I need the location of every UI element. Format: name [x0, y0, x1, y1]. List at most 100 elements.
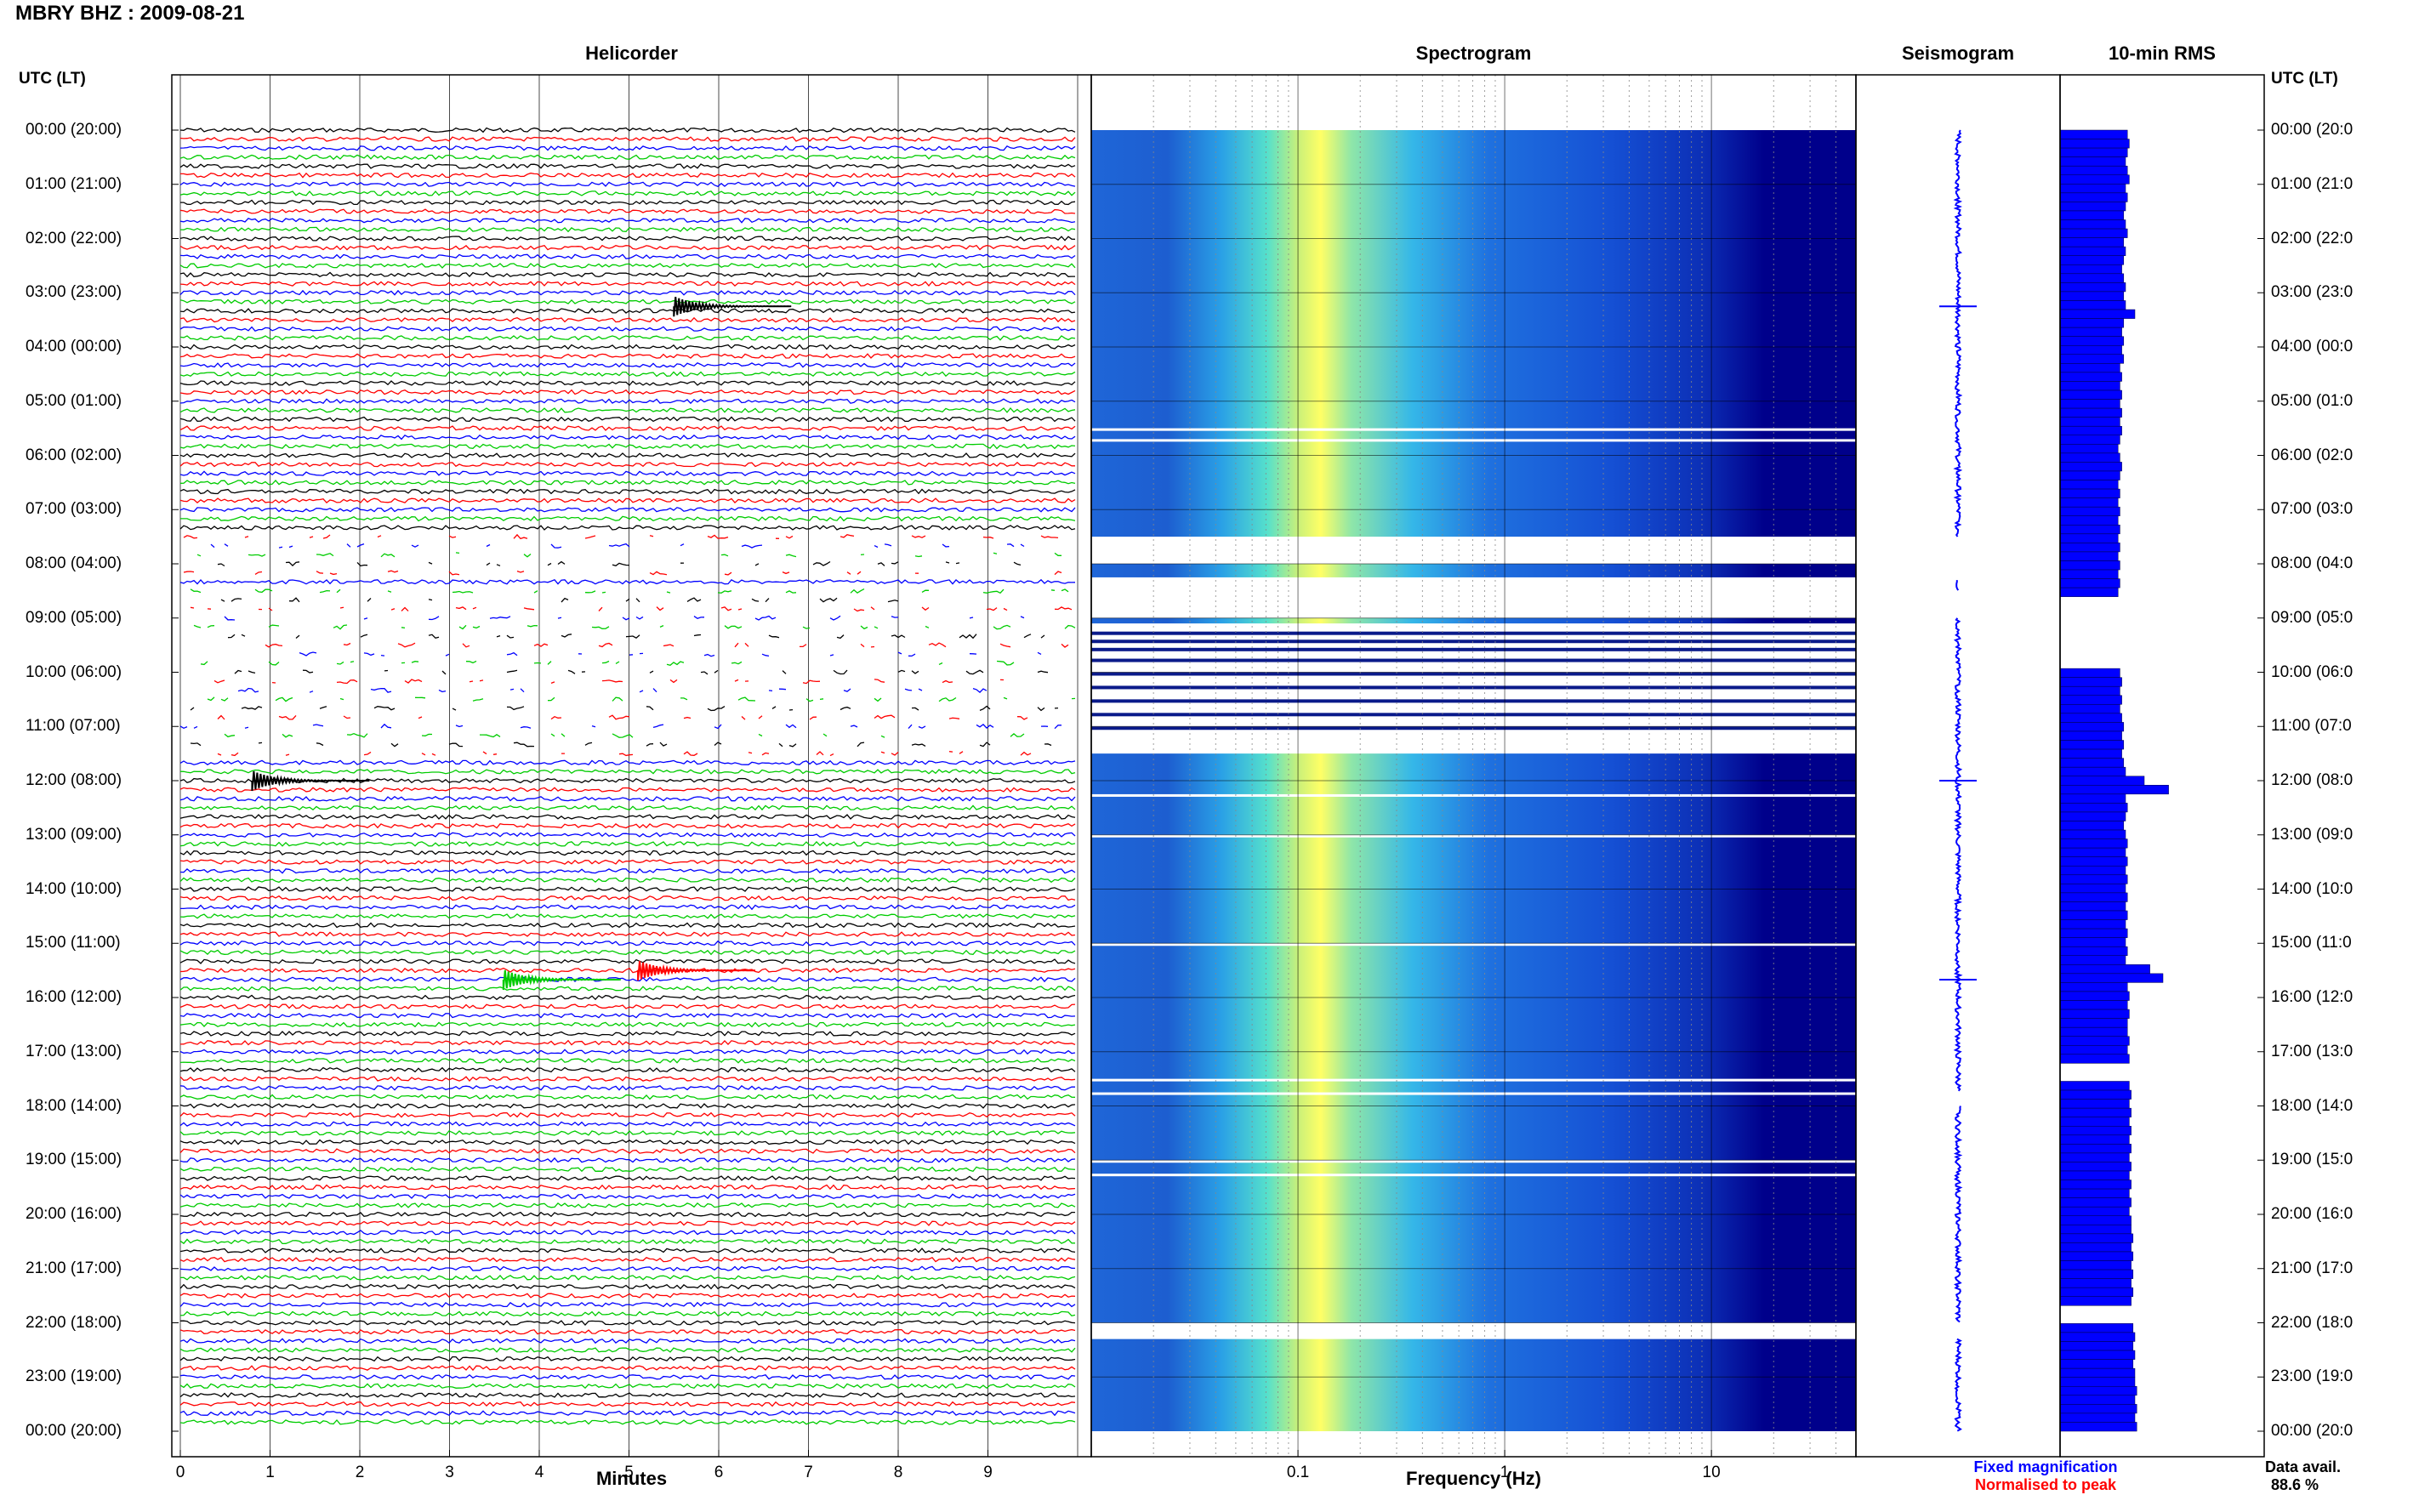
rms-bar	[2059, 1377, 2136, 1387]
helicorder-trace	[179, 1066, 1076, 1073]
helicorder-trace	[179, 163, 1076, 169]
rms-bar	[2059, 910, 2128, 920]
rms-bar	[2059, 730, 2122, 741]
helicorder-tick-label: 9	[983, 1464, 993, 1481]
helicorder-trace	[179, 976, 1076, 983]
time-label-right: 23:00 (19:0	[2271, 1367, 2354, 1386]
seismogram-segment	[1954, 1338, 1963, 1432]
time-label-left: 21:00 (17:00)	[26, 1259, 122, 1277]
rms-bar	[2059, 955, 2126, 965]
helicorder-trace	[179, 452, 1076, 458]
helicorder-trace	[179, 127, 1076, 134]
helicorder-trace	[179, 1094, 1076, 1100]
helicorder-trace	[179, 344, 1076, 350]
helicorder-trace	[179, 723, 1062, 730]
helicorder-tick-label: 5	[624, 1464, 634, 1481]
rms-bar	[2059, 587, 2119, 597]
spectrogram-image	[1091, 130, 1856, 1431]
helicorder-trace	[179, 967, 1076, 974]
helicorder-trace	[179, 1013, 1076, 1019]
helicorder-trace	[179, 1338, 1076, 1344]
helicorder-trace	[179, 1230, 1076, 1236]
rms-bar	[2059, 1099, 2130, 1109]
helicorder-event	[673, 297, 792, 317]
helicorder-event	[637, 960, 756, 981]
helicorder-trace	[179, 497, 1076, 504]
helicorder-trace	[179, 190, 1076, 196]
spectrogram-stripe	[1091, 713, 1856, 717]
rms-bar	[2059, 1000, 2128, 1010]
seismogram-segment	[1953, 617, 1963, 1092]
rms-bar	[2059, 874, 2128, 884]
helicorder-tick-label: 8	[894, 1464, 903, 1481]
rms-bar	[2059, 991, 2130, 1001]
time-label-left: 13:00 (09:00)	[26, 825, 122, 844]
rms-bar	[2059, 1413, 2136, 1423]
helicorder-trace	[179, 271, 1075, 278]
time-label-left: 18:00 (14:00)	[26, 1096, 122, 1115]
helicorder-trace	[179, 236, 1076, 242]
rms-bar	[2059, 569, 2119, 579]
helicorder-trace	[179, 1111, 1076, 1118]
helicorder-trace	[179, 578, 1076, 585]
spectrogram-grid	[1090, 75, 1857, 1457]
spectrogram-tick-label: 10	[1703, 1464, 1721, 1481]
helicorder-trace	[179, 1401, 1076, 1407]
rms-bar	[2059, 668, 2120, 678]
helicorder-trace	[179, 958, 1076, 964]
helicorder-trace	[179, 1076, 1076, 1082]
time-label-left: 06:00 (02:00)	[26, 446, 122, 464]
helicorder-trace	[179, 1301, 1076, 1308]
helicorder-traces	[179, 127, 1076, 1425]
rms-bar	[2059, 1117, 2130, 1127]
helicorder-trace	[190, 705, 1059, 712]
time-label-right: 11:00 (07:0	[2271, 717, 2352, 736]
rms-bar	[2059, 1026, 2128, 1037]
rms-bar	[2059, 937, 2126, 947]
rms-bar	[2059, 1045, 2128, 1055]
spectrogram-block	[1091, 753, 1856, 1323]
helicorder-trace	[225, 734, 1031, 738]
time-label-right: 12:00 (08:0	[2271, 771, 2354, 789]
spectrogram-title: Spectrogram	[1415, 43, 1532, 64]
helicorder-trace	[180, 199, 1076, 206]
helicorder-trace	[179, 226, 1076, 233]
rms-bar	[2059, 1081, 2130, 1091]
rms-bar	[2059, 543, 2120, 553]
helicorder-trace	[179, 362, 1076, 368]
helicorder-trace	[179, 1410, 1076, 1417]
rms-bar	[2059, 973, 2164, 983]
helicorder-trace	[183, 533, 1059, 540]
spectrogram-gap-line	[1091, 1174, 1856, 1177]
time-label-left: 00:00 (20:00)	[26, 121, 122, 139]
spectrogram-stripe	[1091, 699, 1856, 703]
seismogram-title: Seismogram	[1901, 43, 2015, 64]
rms-bar	[2059, 578, 2120, 588]
rms-bar	[2059, 273, 2125, 283]
helicorder-trace	[179, 859, 1076, 865]
helicorder-trace	[179, 1184, 1076, 1191]
rms-bar	[2059, 847, 2126, 857]
rms-bar	[2059, 838, 2128, 849]
helicorder-trace	[191, 742, 1065, 747]
helicorder-trace	[179, 488, 1076, 495]
helicorder-trace	[179, 1157, 1076, 1163]
helicorder-trace	[218, 562, 1027, 566]
time-label-left: 19:00 (15:00)	[26, 1151, 122, 1169]
panel-frames	[171, 74, 2265, 1458]
time-label-left: 12:00 (08:00)	[26, 771, 122, 789]
rms-bar	[2059, 677, 2122, 687]
rms-bar	[2059, 821, 2125, 831]
helicorder-trace	[179, 1347, 1076, 1353]
time-label-left: 09:00 (05:00)	[26, 608, 122, 627]
helicorder-tick-label: 2	[356, 1464, 365, 1481]
rms-bar	[2059, 219, 2126, 230]
seismogram-segment	[1953, 129, 1963, 537]
spectrogram-gap-line	[1091, 1078, 1856, 1082]
time-label-left: 05:00 (01:00)	[26, 391, 122, 410]
time-label-right: 00:00 (20:0	[2271, 1422, 2354, 1440]
rms-bar	[2059, 560, 2120, 571]
helicorder-trace	[179, 406, 1076, 413]
time-label-right: 14:00 (10:0	[2271, 879, 2354, 898]
helicorder-trace	[179, 759, 1076, 765]
